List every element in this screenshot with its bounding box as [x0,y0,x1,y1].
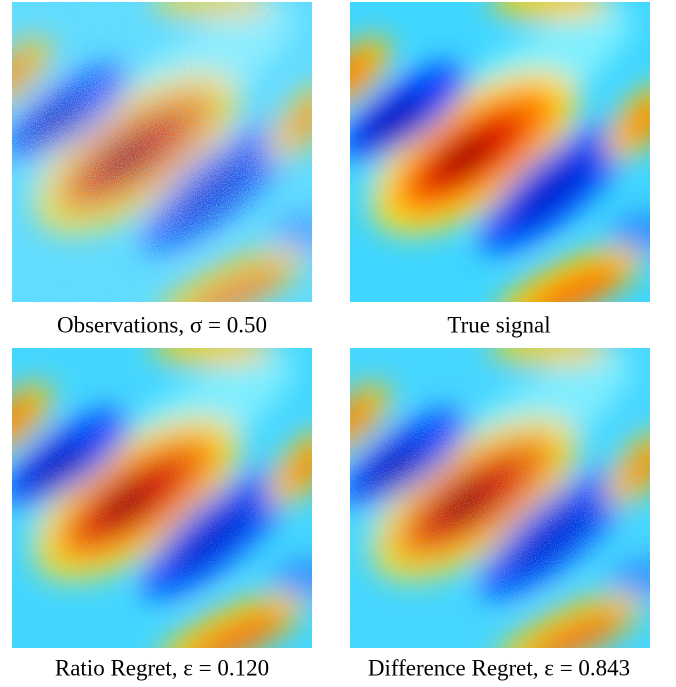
heatmap [308,0,676,344]
caption: Ratio Regret, ε = 0.120 [55,655,269,680]
heatmap [12,348,312,648]
heatmap [350,348,650,648]
caption: True signal [447,312,550,337]
caption: Difference Regret, ε = 0.843 [368,655,630,680]
caption: Observations, σ = 0.50 [57,312,267,337]
heatmap [12,2,312,302]
